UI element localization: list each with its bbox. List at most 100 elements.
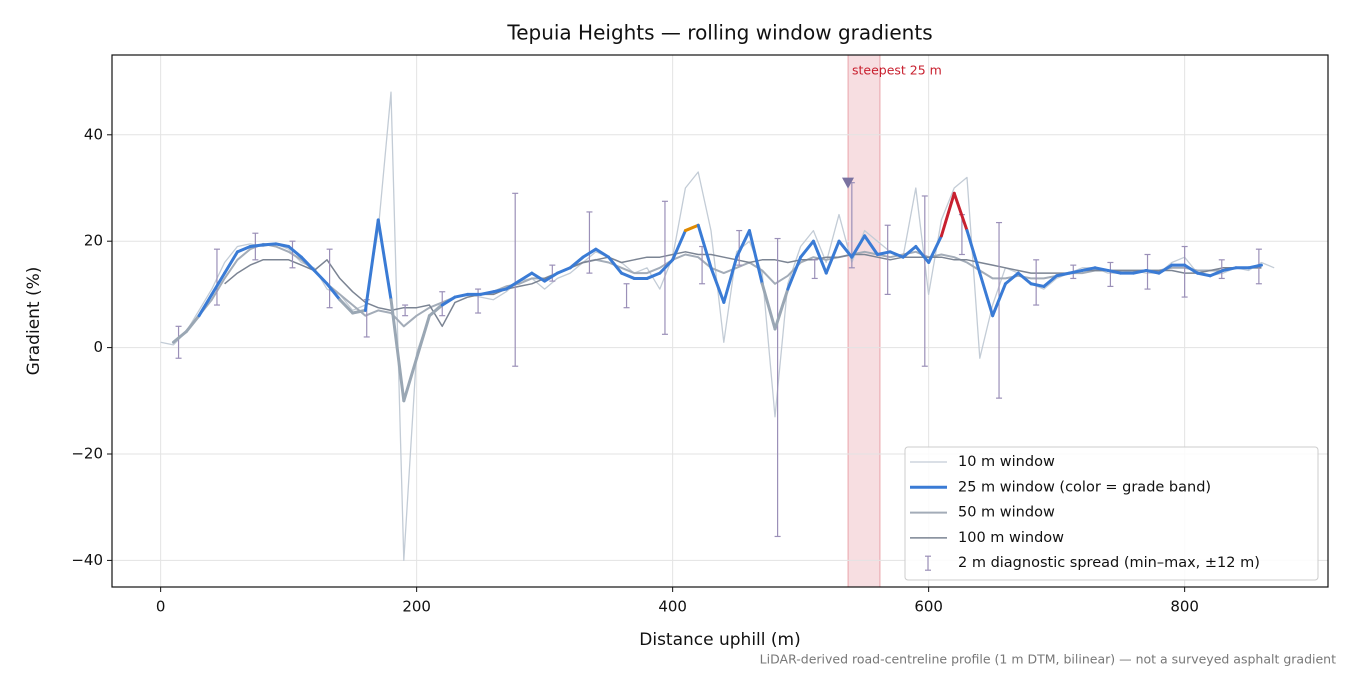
series-segment	[248, 243, 265, 249]
x-tick-label: 400	[658, 598, 687, 616]
series-segment	[683, 223, 700, 233]
series-segment	[440, 295, 457, 307]
series-segment	[914, 245, 931, 264]
legend-label: 2 m diagnostic spread (min–max, ±12 m)	[958, 555, 1260, 571]
error-bar	[623, 283, 630, 309]
series-segment	[1029, 282, 1046, 288]
series-segment	[952, 191, 969, 233]
footnote: LiDAR-derived road-centreline profile (1…	[760, 652, 1336, 667]
y-tick-label: 40	[84, 125, 103, 143]
series-segment	[1055, 271, 1071, 278]
series-segment	[261, 242, 278, 247]
series-segment	[504, 279, 521, 291]
series-segment	[1106, 268, 1123, 275]
series-line	[185, 242, 1262, 333]
error-bar	[175, 325, 182, 359]
y-tick-label: 0	[93, 338, 103, 356]
y-tick-label: −20	[71, 445, 103, 463]
series-segment	[1080, 266, 1097, 272]
series-segment	[901, 245, 918, 259]
legend-label: 10 m window	[958, 454, 1055, 470]
series-segment	[735, 229, 751, 259]
series-segment	[363, 218, 380, 312]
series-segment	[658, 258, 675, 275]
series-segment	[927, 234, 943, 264]
error-bar	[736, 229, 743, 266]
series-segment	[389, 298, 406, 403]
legend-label: 50 m window	[958, 505, 1055, 521]
error-bar	[1181, 245, 1188, 298]
series-segment	[479, 290, 495, 296]
series-segment	[274, 242, 291, 249]
series-segment	[568, 255, 585, 270]
error-bar	[996, 221, 1003, 399]
series-segment	[555, 266, 572, 275]
legend-label: 100 m window	[958, 530, 1064, 546]
error-bar	[1107, 261, 1114, 288]
series-segment	[939, 191, 956, 238]
series-segment	[581, 247, 598, 259]
x-tick-label: 600	[914, 598, 943, 616]
series-segment	[223, 250, 239, 275]
chart-title: Tepuia Heights — rolling window gradient…	[506, 21, 932, 45]
series-segment	[351, 308, 367, 315]
series-segment	[863, 234, 879, 256]
series-segment	[287, 245, 303, 259]
series-segment	[171, 330, 188, 344]
series-segment	[543, 271, 559, 283]
error-bar	[774, 237, 781, 538]
series-segment	[517, 271, 534, 283]
series-segment	[760, 282, 777, 331]
x-tick-label: 800	[1170, 598, 1199, 616]
error-bar	[1033, 259, 1040, 306]
series-segment	[747, 229, 764, 286]
error-bar	[549, 264, 556, 282]
series-segment	[978, 271, 995, 318]
series-segment	[991, 282, 1007, 318]
series-segment	[607, 255, 623, 275]
series-segment	[312, 268, 329, 286]
x-tick-label: 200	[402, 598, 431, 616]
series-segment	[1131, 268, 1148, 275]
series-segment	[1208, 268, 1225, 278]
series-segment	[1183, 263, 1199, 275]
error-bar	[811, 259, 818, 280]
series-segment	[184, 314, 201, 334]
legend: 10 m window 25 m window (color = grade ba…	[904, 446, 1319, 581]
series-segment	[1247, 263, 1263, 270]
series-segment	[1003, 271, 1020, 286]
series-segment	[888, 250, 905, 259]
series-segment	[965, 229, 982, 275]
axes-frame	[111, 54, 1329, 588]
series-segment	[1093, 266, 1110, 272]
series-segment	[837, 239, 854, 259]
series-segment	[299, 255, 316, 272]
x-tick-label: 0	[156, 598, 166, 616]
series-segment	[1221, 266, 1238, 272]
series-segment	[709, 266, 726, 304]
y-tick-label: 20	[84, 232, 103, 250]
error-bar	[402, 304, 409, 317]
y-tick-label: −40	[71, 551, 103, 569]
series-segment	[427, 303, 444, 318]
error-bar	[289, 240, 296, 269]
series-segment	[671, 229, 687, 262]
legend-label: 25 m window (color = grade band)	[958, 479, 1211, 495]
series-segment	[696, 223, 713, 270]
series-segment	[235, 245, 252, 254]
series-segment	[1067, 268, 1084, 275]
steepest-marker	[842, 177, 854, 189]
series-segment	[1016, 271, 1033, 286]
error-bar	[326, 248, 333, 309]
series-segment	[453, 292, 470, 299]
series-segment	[530, 271, 547, 283]
series-segment	[325, 282, 342, 302]
series-segment	[875, 250, 892, 256]
error-bar	[1218, 259, 1225, 280]
error-bar	[213, 248, 220, 306]
series-segment	[850, 234, 867, 259]
series-segment	[210, 271, 227, 296]
error-bar	[512, 192, 519, 367]
series-segment	[645, 271, 662, 280]
series-segment	[491, 287, 508, 294]
